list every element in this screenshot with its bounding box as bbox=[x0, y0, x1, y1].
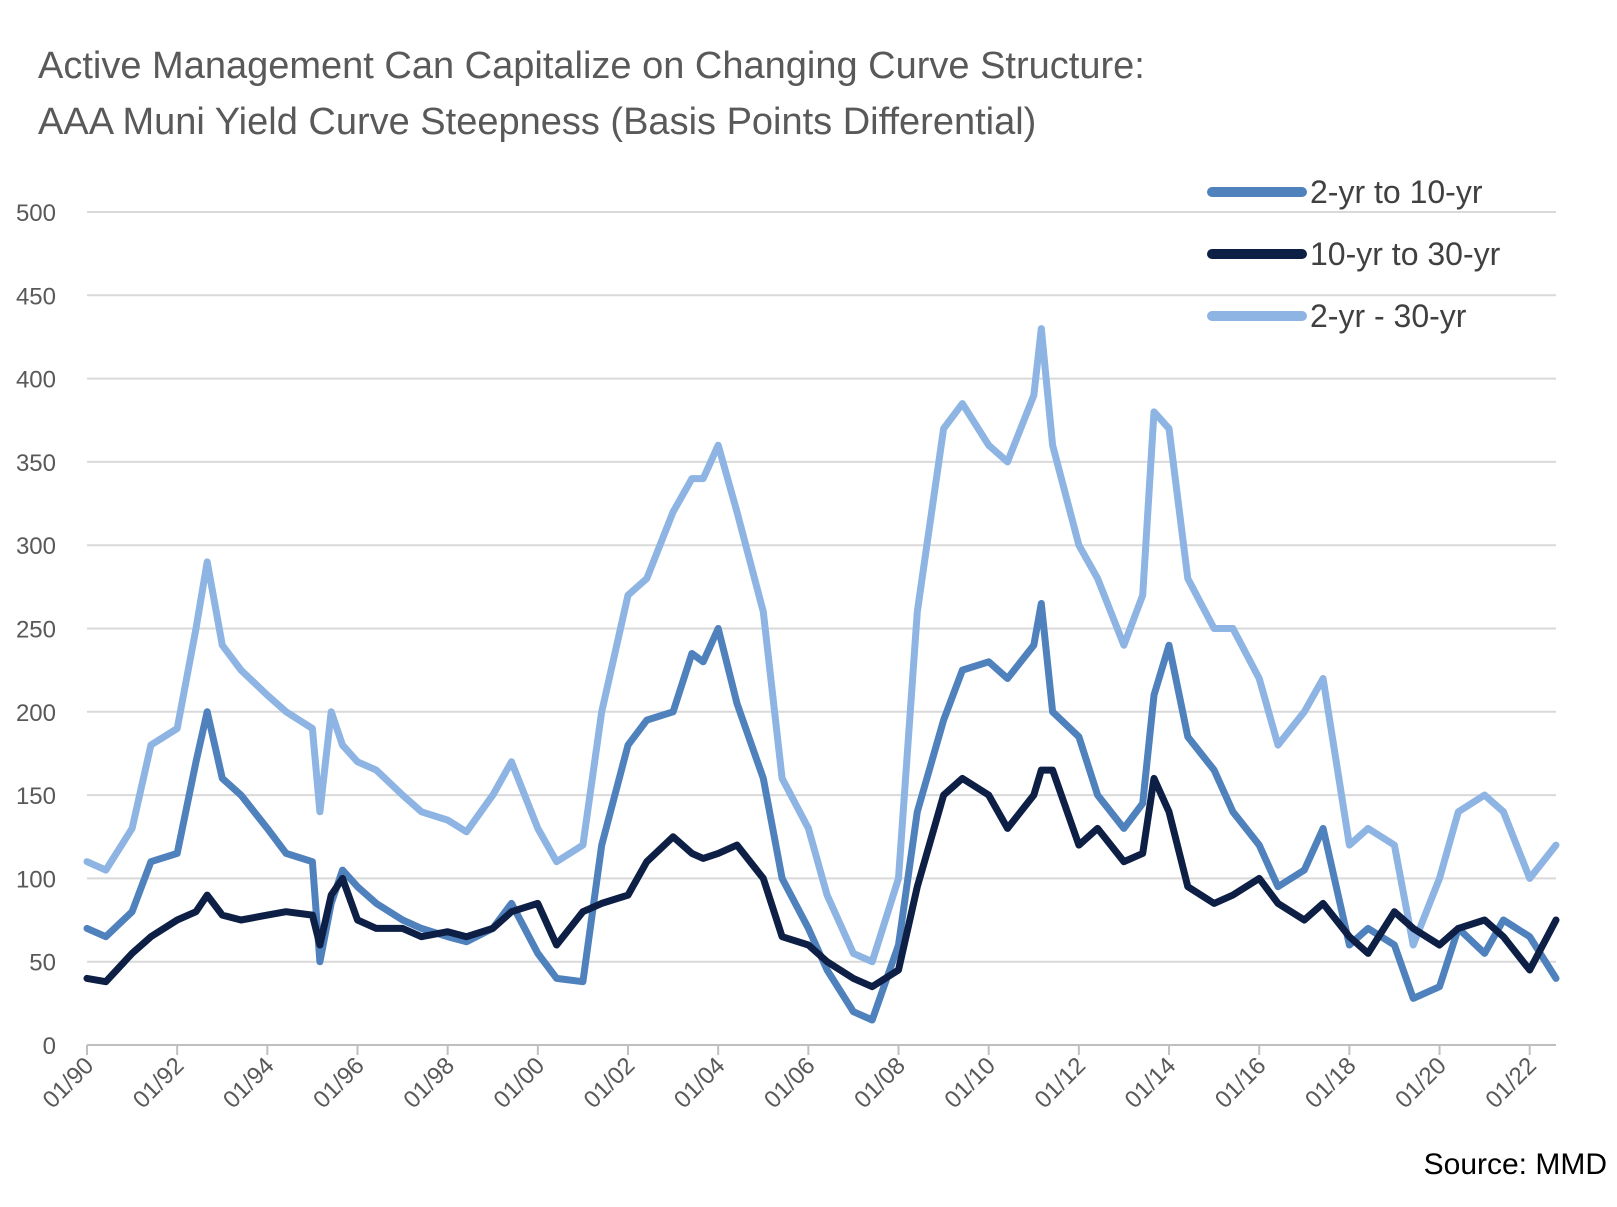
legend-label: 2-yr - 30-yr bbox=[1310, 298, 1467, 334]
grid-lines bbox=[87, 211, 1556, 963]
x-tick-label: 01/90 bbox=[38, 1052, 100, 1114]
y-tick-label: 350 bbox=[16, 450, 56, 477]
series-line-2-yr-30-yr bbox=[83, 325, 1560, 966]
x-tick-label: 01/16 bbox=[1210, 1052, 1272, 1114]
y-tick-label: 100 bbox=[16, 866, 56, 893]
y-axis-tick-labels: 0 50 100 150 200 250 300 350 400 450 500 bbox=[16, 200, 56, 1060]
series-line-10-yr-to-30-yr bbox=[83, 766, 1560, 991]
chart-title: Active Management Can Capitalize on Chan… bbox=[38, 38, 1538, 150]
y-tick-label: 450 bbox=[16, 283, 56, 310]
x-tick-label: 01/08 bbox=[849, 1052, 911, 1114]
y-tick-label: 300 bbox=[16, 533, 56, 560]
x-tick-label: 01/04 bbox=[669, 1052, 731, 1114]
x-tick-label: 01/98 bbox=[398, 1052, 460, 1114]
y-tick-label: 500 bbox=[16, 200, 56, 227]
x-tick-label: 01/22 bbox=[1480, 1052, 1542, 1114]
x-tick-label: 01/94 bbox=[218, 1052, 280, 1114]
y-tick-label: 50 bbox=[29, 950, 56, 977]
y-tick-label: 150 bbox=[16, 783, 56, 810]
x-tick-label: 01/06 bbox=[759, 1052, 821, 1114]
x-tick-label: 01/12 bbox=[1030, 1052, 1092, 1114]
y-tick-label: 400 bbox=[16, 367, 56, 394]
legend: 2-yr to 10-yr 10-yr to 30-yr 2-yr - 30-yr bbox=[1207, 174, 1501, 334]
series-lines bbox=[83, 325, 1560, 1024]
legend-label: 2-yr to 10-yr bbox=[1310, 174, 1483, 210]
x-tick-label: 01/00 bbox=[489, 1052, 551, 1114]
x-tick-label: 01/10 bbox=[939, 1052, 1001, 1114]
x-tick-label: 01/18 bbox=[1300, 1052, 1362, 1114]
x-tick-label: 01/02 bbox=[579, 1052, 641, 1114]
chart-title-line-2: AAA Muni Yield Curve Steepness (Basis Po… bbox=[38, 101, 1037, 143]
chart-title-line-1: Active Management Can Capitalize on Chan… bbox=[38, 45, 1145, 87]
x-tick-label: 01/14 bbox=[1120, 1052, 1182, 1114]
source-note: Source: MMD bbox=[1423, 1148, 1607, 1181]
y-tick-label: 200 bbox=[16, 700, 56, 727]
x-tick-label: 01/20 bbox=[1390, 1052, 1452, 1114]
legend-label: 10-yr to 30-yr bbox=[1310, 236, 1501, 272]
x-tick-label: 01/96 bbox=[308, 1052, 370, 1114]
y-tick-label: 0 bbox=[43, 1033, 56, 1060]
y-tick-label: 250 bbox=[16, 617, 56, 644]
x-tick-label: 01/92 bbox=[128, 1052, 190, 1114]
x-axis: 01/90 01/92 01/94 01/96 01/98 01/00 01/02 01/04… bbox=[38, 1044, 1556, 1114]
